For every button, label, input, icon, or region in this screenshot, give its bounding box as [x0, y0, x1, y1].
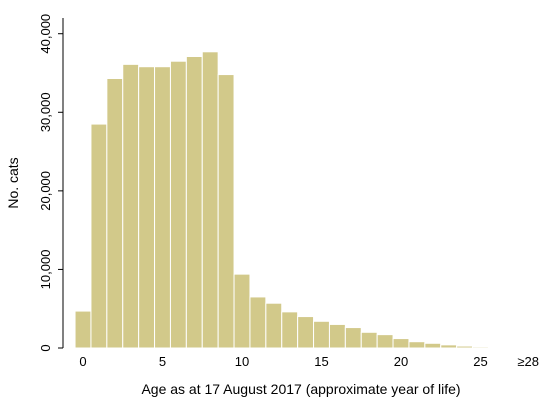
x-tick-label: 25 [473, 354, 487, 369]
y-tick-label: 20,000 [38, 171, 53, 211]
histogram-bar [345, 328, 361, 348]
x-tick-label: 0 [79, 354, 86, 369]
x-tick-label: 20 [394, 354, 408, 369]
histogram-bar [282, 312, 298, 348]
histogram-bar [473, 347, 489, 348]
histogram-bar [250, 297, 266, 348]
histogram-bar [139, 67, 155, 348]
histogram-bar [329, 324, 345, 348]
y-axis-title: No. cats [5, 157, 21, 208]
x-tick-label: 10 [235, 354, 249, 369]
histogram-bar [266, 303, 282, 348]
histogram-bar [123, 64, 139, 348]
x-tick-label: 5 [159, 354, 166, 369]
histogram-bar [425, 343, 441, 348]
histogram-bar [107, 79, 123, 349]
x-tick-label: ≥28 [517, 354, 539, 369]
y-tick-label: 30,000 [38, 92, 53, 132]
y-tick-label: 40,000 [38, 14, 53, 54]
histogram-bar [91, 124, 107, 348]
histogram-bar [170, 61, 186, 348]
histogram-bar [234, 274, 250, 348]
histogram-bar [377, 335, 393, 348]
y-tick-label: 0 [38, 344, 53, 351]
histogram-bar [488, 347, 504, 348]
x-axis-title: Age as at 17 August 2017 (approximate ye… [141, 381, 460, 397]
histogram-bar [218, 75, 234, 348]
histogram-bar [298, 317, 314, 348]
histogram-bar [409, 342, 425, 348]
histogram-bar [314, 321, 330, 348]
bars-group [75, 52, 536, 348]
histogram-bar [457, 346, 473, 348]
histogram-bar [186, 57, 202, 349]
histogram-bar [361, 332, 377, 348]
x-axis-ticks: 0 5 10 15 20 25 ≥28 [79, 354, 539, 369]
y-tick-label: 10,000 [38, 250, 53, 290]
histogram-bar [155, 67, 171, 348]
x-tick-label: 15 [314, 354, 328, 369]
y-axis-ticks: 0 10,000 20,000 30,000 40,000 [38, 14, 63, 352]
histogram-bar [393, 339, 409, 348]
histogram-bar [75, 311, 91, 348]
histogram-bar [202, 52, 218, 348]
histogram-bar [441, 345, 457, 348]
